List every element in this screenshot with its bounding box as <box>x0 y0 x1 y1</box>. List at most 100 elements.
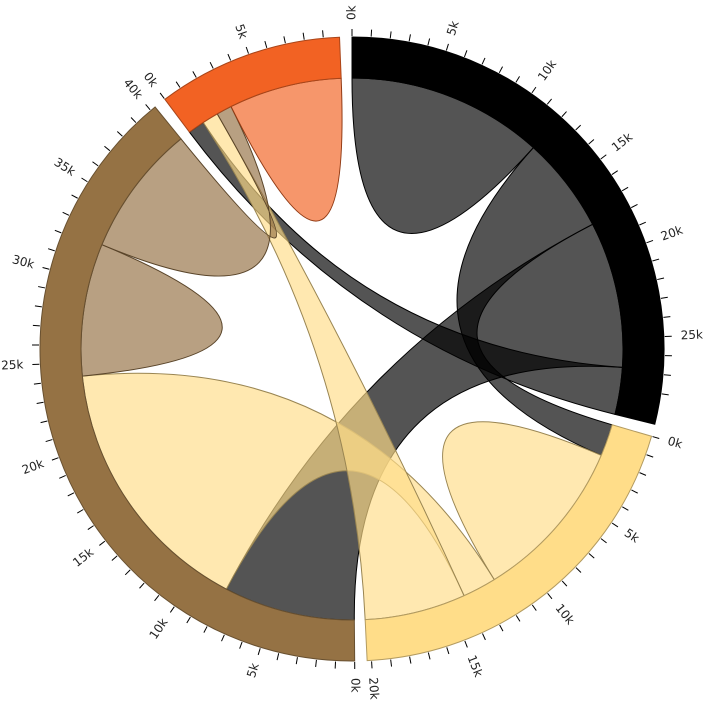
tick-mark <box>34 305 42 308</box>
tick-label: 35k <box>52 155 78 179</box>
tick-mark <box>499 624 504 632</box>
tick-mark <box>390 659 393 667</box>
tick-mark <box>186 616 191 624</box>
tick-mark <box>531 604 537 611</box>
tick-mark <box>445 43 449 51</box>
tick-label: 5k <box>622 526 642 546</box>
tick-mark <box>575 567 582 573</box>
tick-mark <box>38 286 46 289</box>
tick-mark <box>661 393 669 396</box>
tick-mark <box>124 569 131 576</box>
tick-mark <box>427 652 431 660</box>
tick-mark <box>547 593 553 600</box>
tick-mark <box>51 457 59 461</box>
tick-mark <box>315 659 317 667</box>
tick-mark <box>62 211 70 216</box>
tick-mark <box>87 525 94 531</box>
tick-mark <box>631 489 638 494</box>
tick-mark <box>561 111 567 118</box>
tick-mark <box>77 509 84 514</box>
tick-mark <box>302 32 305 40</box>
tick-mark <box>139 582 145 589</box>
tick-mark <box>588 553 595 559</box>
tick-label: 10k <box>146 616 170 642</box>
tick-mark <box>515 76 520 83</box>
tick-mark <box>663 374 671 376</box>
tick-mark <box>639 221 647 226</box>
tick-mark <box>561 580 568 587</box>
tick-mark <box>408 34 411 42</box>
tick-mark <box>611 170 618 175</box>
tick-mark <box>546 98 552 105</box>
tick-mark <box>264 40 268 48</box>
group-arc-0 <box>351 36 665 425</box>
tick-label: 25k <box>680 327 703 342</box>
tick-label: 20k <box>20 456 46 477</box>
tick-mark <box>99 540 106 546</box>
tick-label: 15k <box>609 130 635 155</box>
tick-mark <box>71 194 78 199</box>
tick-label: 10k <box>535 57 559 83</box>
tick-mark <box>663 316 671 318</box>
tick-mark <box>515 615 521 622</box>
tick-mark <box>464 640 468 648</box>
tick-mark <box>175 81 181 88</box>
tick-mark <box>657 277 665 281</box>
tick-mark <box>111 555 118 561</box>
tick-mark <box>646 454 654 458</box>
tick-label: 20k <box>366 677 381 700</box>
tick-label: 0k <box>345 5 359 20</box>
tick-label: 5k <box>232 22 250 40</box>
tick-mark <box>154 595 160 602</box>
tick-mark <box>42 266 50 270</box>
tick-mark <box>646 239 654 244</box>
tick-mark <box>47 248 55 252</box>
tick-label: 10k <box>553 601 578 627</box>
tick-label: 0k <box>348 678 362 693</box>
tick-label: 0k <box>141 70 161 90</box>
tick-mark <box>660 296 668 299</box>
tick-mark <box>221 634 225 642</box>
tick-mark <box>145 104 151 111</box>
tick-mark <box>32 324 40 327</box>
tick-mark <box>639 472 647 476</box>
tick-mark <box>481 57 486 65</box>
tick-mark <box>652 258 660 262</box>
tick-mark <box>104 145 111 152</box>
tick-label: 5k <box>244 661 262 679</box>
tick-mark <box>389 31 392 39</box>
tick-mark <box>67 492 75 497</box>
tick-mark <box>588 139 595 145</box>
tick-mark <box>45 439 53 443</box>
tick-mark <box>54 229 62 234</box>
tick-mark <box>116 131 123 137</box>
tick-mark <box>463 50 468 58</box>
tick-mark <box>92 161 99 167</box>
tick-mark <box>621 186 629 192</box>
group-arc-1 <box>364 424 653 662</box>
tick-mark <box>40 420 48 424</box>
tick-mark <box>33 382 41 385</box>
ribbons-layer <box>80 77 624 621</box>
tick-mark <box>283 36 286 44</box>
group-arc-3 <box>164 36 342 133</box>
tick-mark <box>622 506 629 511</box>
tick-label: 30k <box>11 252 36 271</box>
tick-mark <box>575 124 582 131</box>
tick-mark <box>611 522 619 528</box>
chord-ribbon-1-3 <box>202 113 465 621</box>
tick-mark <box>446 647 450 655</box>
tick-mark <box>482 633 486 641</box>
tick-mark <box>169 606 175 613</box>
tick-mark <box>227 53 232 61</box>
tick-label: 20k <box>659 223 685 244</box>
tick-label: 15k <box>465 653 486 679</box>
tick-mark <box>192 71 197 78</box>
tick-mark <box>257 648 261 656</box>
tick-mark <box>239 641 243 649</box>
tick-mark <box>209 61 214 69</box>
tick-mark <box>81 177 88 183</box>
tick-mark <box>631 204 638 209</box>
